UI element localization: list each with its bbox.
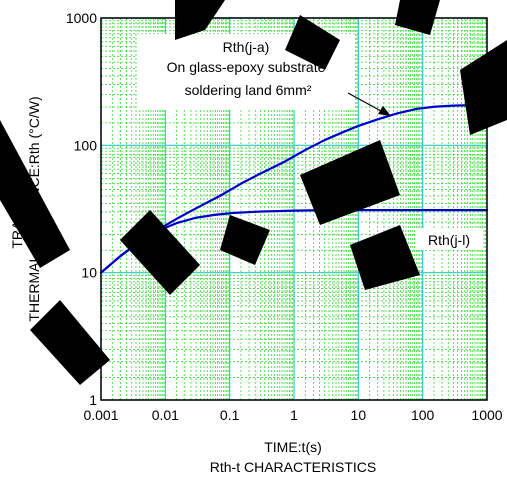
x-tick-label: 0.01 (152, 407, 179, 423)
watermark-shape (300, 140, 400, 225)
rth-jl-label-box (415, 228, 483, 250)
x-tick-label: 1000 (471, 407, 502, 423)
watermark-shape (120, 210, 200, 295)
label-substrate: On glass-epoxy substrate (167, 59, 326, 75)
chart-caption: Rth-t CHARACTERISTICS (210, 459, 376, 475)
x-tick-label: 100 (411, 407, 435, 423)
y-tick-label: 100 (74, 137, 98, 153)
y-tick-label: 1 (89, 392, 97, 408)
watermark-shape (395, 0, 440, 35)
watermark-shapes (0, 0, 507, 385)
series-line-rth-j-a (99, 103, 489, 274)
label-land: soldering land 6mm² (185, 82, 312, 98)
x-tick-label: 0.1 (220, 407, 240, 423)
x-tick-label: 1 (290, 407, 298, 423)
x-tick-label: 0.001 (83, 407, 118, 423)
tick-labels: 0.001 0.01 0.1 1 10 100 1000 1 10 100 1000 (66, 10, 503, 423)
watermark-shape (460, 40, 507, 135)
x-axis-title: TIME:t(s) (264, 439, 322, 455)
label-rth-jl: Rth(j-l) (428, 232, 470, 248)
watermark-shape (175, 0, 225, 40)
label-rth-ja: Rth(j-a) (223, 39, 270, 55)
watermark-shape (0, 120, 70, 268)
watermark-shape (220, 215, 270, 265)
y-tick-label: 1000 (66, 10, 97, 26)
plot-frame (100, 17, 488, 401)
watermark-shape (30, 300, 110, 385)
watermark-shape (350, 225, 420, 290)
annotation-arrow (347, 92, 391, 116)
x-tick-label: 10 (351, 407, 367, 423)
watermark-shape (285, 15, 340, 70)
y-tick-label: 10 (81, 265, 97, 281)
